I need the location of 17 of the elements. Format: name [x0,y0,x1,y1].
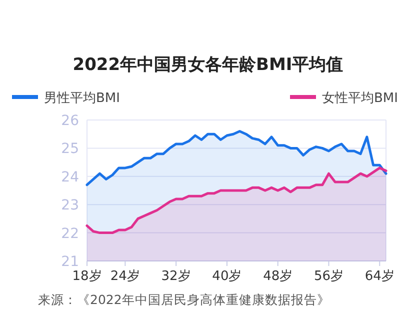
y-tick-label: 26 [61,113,80,129]
x-tick-label: 64岁 [364,269,394,284]
chart-title: 2022年中国男女各年龄BMI平均值 [72,55,344,75]
y-tick-label: 21 [61,254,79,270]
y-tick-label: 23 [61,198,79,214]
legend-label: 男性平均BMI [44,91,120,106]
x-tick-label: 48岁 [263,269,293,284]
x-tick-label: 18岁 [72,269,102,284]
y-tick-label: 25 [61,141,79,158]
source-note: 来源：《2022年中国居民身高体重健康数据报告》 [38,292,330,307]
x-tick-label: 56岁 [314,269,344,284]
legend-label: 女性平均BMI [322,91,398,106]
x-tick-label: 40岁 [212,269,242,284]
x-tick-label: 32岁 [161,269,191,284]
y-tick-label: 22 [61,226,79,242]
y-tick-label: 24 [61,169,80,186]
x-tick-label: 24岁 [110,269,140,284]
